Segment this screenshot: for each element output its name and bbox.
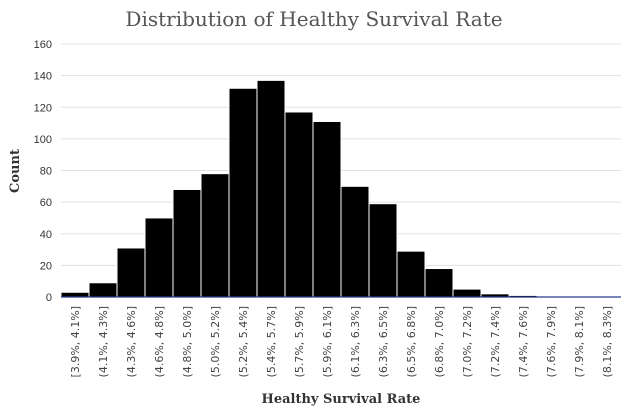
y-tick-label: 40 — [40, 229, 52, 241]
y-axis-ticks: 0 20 40 60 80 100 120 140 160 — [34, 39, 52, 304]
x-tick-label: (6.5%, 6.8%] — [405, 306, 418, 377]
x-tick-label: (6.8%, 7.0%] — [433, 306, 446, 377]
x-tick-label: (5.4%, 5.7%] — [265, 306, 278, 377]
x-tick-label: (5.7%, 5.9%] — [293, 306, 306, 377]
y-tick-label: 140 — [34, 71, 52, 83]
y-tick-label: 20 — [40, 260, 52, 272]
bar — [368, 203, 398, 298]
bar — [256, 79, 286, 298]
bar — [60, 291, 90, 298]
bar — [228, 87, 258, 298]
y-tick-label: 0 — [46, 292, 52, 304]
bar — [200, 173, 230, 298]
x-tick-label: (7.2%, 7.4%] — [489, 306, 502, 377]
x-axis-title: Healthy Survival Rate — [262, 392, 421, 407]
bars — [60, 79, 622, 298]
bar — [172, 188, 202, 298]
x-tick-label: (4.1%, 4.3%] — [97, 306, 110, 377]
bar — [284, 111, 314, 298]
x-axis-ticks: [3.9%, 4.1%] (4.1%, 4.3%] (4.3%, 4.6%] (4.6… — [69, 306, 614, 377]
x-tick-label: (6.3%, 6.5%] — [377, 306, 390, 377]
x-tick-label: (4.8%, 5.0%] — [181, 306, 194, 377]
y-tick-label: 100 — [34, 134, 52, 146]
y-tick-label: 60 — [40, 197, 52, 209]
y-tick-label: 160 — [34, 39, 52, 51]
chart-title: Distribution of Healthy Survival Rate — [125, 7, 502, 31]
x-tick-label: [3.9%, 4.1%] — [69, 306, 82, 377]
bar — [340, 185, 370, 298]
x-tick-label: (5.9%, 6.1%] — [321, 306, 334, 377]
x-tick-label: (5.2%, 5.4%] — [237, 306, 250, 377]
x-tick-label: (7.4%, 7.6%] — [517, 306, 530, 377]
y-tick-label: 120 — [34, 102, 52, 114]
x-tick-label: (4.6%, 4.8%] — [153, 306, 166, 377]
x-tick-label: (7.6%, 7.9%] — [545, 306, 558, 377]
bar — [88, 282, 118, 298]
y-axis-title: Count — [8, 149, 23, 193]
bar — [116, 247, 146, 298]
bar — [312, 120, 342, 298]
bar — [396, 250, 426, 298]
x-tick-label: (6.1%, 6.3%] — [349, 306, 362, 377]
bar — [144, 217, 174, 298]
x-tick-label: (7.9%, 8.1%] — [573, 306, 586, 377]
x-tick-label: (7.0%, 7.2%] — [461, 306, 474, 377]
x-tick-label: (4.3%, 4.6%] — [125, 306, 138, 377]
x-tick-label: (5.0%, 5.2%] — [209, 306, 222, 377]
y-tick-label: 80 — [40, 166, 52, 178]
bar — [424, 268, 454, 298]
bar — [452, 288, 482, 298]
x-tick-label: (8.1%, 8.3%] — [601, 306, 614, 377]
